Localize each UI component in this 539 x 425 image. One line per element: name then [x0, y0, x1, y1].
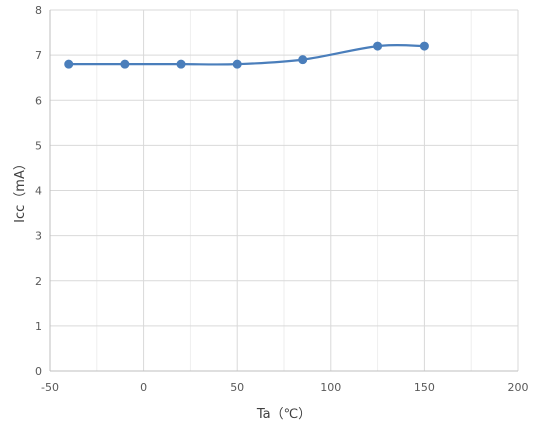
x-tick-label: 150	[414, 381, 435, 394]
y-tick-label: 8	[35, 4, 42, 17]
x-tick-label: 50	[230, 381, 244, 394]
data-point	[298, 55, 308, 65]
x-axis-title: Ta（℃）	[256, 407, 311, 422]
y-tick-label: 7	[35, 49, 42, 62]
series-layer	[64, 41, 429, 69]
y-axis-title: Icc（mA）	[13, 157, 28, 223]
data-point	[232, 59, 242, 69]
data-point	[419, 41, 429, 51]
data-point	[64, 59, 74, 69]
y-tick-label: 5	[35, 139, 42, 152]
data-point	[373, 41, 383, 51]
x-tick-label: 200	[508, 381, 529, 394]
y-tick-label: 2	[35, 275, 42, 288]
x-tick-label: 100	[320, 381, 341, 394]
y-tick-label: 0	[35, 365, 42, 378]
y-tick-label: 6	[35, 94, 42, 107]
y-tick-labels: 0 1 2 3 4 5 6 7 8	[35, 4, 42, 378]
axes	[49, 10, 518, 372]
data-point	[176, 59, 186, 69]
data-point	[120, 59, 130, 69]
y-tick-label: 1	[35, 320, 42, 333]
y-tick-label: 4	[35, 185, 42, 198]
x-tick-label: 0	[140, 381, 147, 394]
x-tick-label: -50	[41, 381, 59, 394]
y-tick-label: 3	[35, 230, 42, 243]
x-tick-labels: -50 0 50 100 150 200	[41, 381, 528, 394]
major-gridlines	[50, 9, 519, 371]
